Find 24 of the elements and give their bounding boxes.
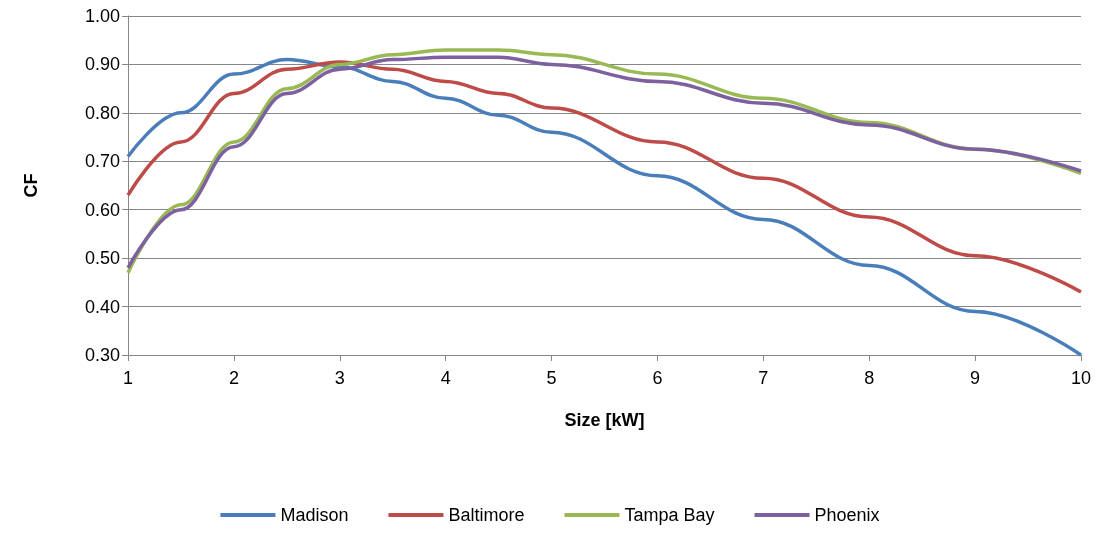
x-tick-label: 4 [440,368,451,388]
x-tick-label: 6 [652,368,663,388]
x-tick-label: 10 [1070,368,1092,388]
x-tick-label: 2 [228,368,239,388]
y-axis-title: CF [21,173,41,198]
x-tick-label: 9 [970,368,981,388]
x-tick-label: 5 [546,368,557,388]
y-tick-label: 0.50 [84,248,120,269]
legend-label: Madison [280,505,349,525]
y-tick-label: 0.90 [84,54,120,75]
legend-label: Phoenix [814,505,880,525]
x-tick-label: 8 [864,368,875,388]
y-tick-label: 0.30 [84,345,120,365]
y-tick-label: 0.70 [84,151,120,172]
legend-label: Tampa Bay [624,505,715,525]
y-tick-label: 1.00 [84,6,120,26]
y-tick-label: 0.80 [84,102,120,123]
x-axis-title: Size [kW] [564,410,645,430]
y-tick-label: 0.60 [84,199,120,220]
x-tick-label: 1 [122,368,134,388]
x-tick-label: 7 [758,368,769,388]
x-tick-label: 3 [334,368,345,388]
y-tick-label: 0.40 [84,296,120,317]
legend-label: Baltimore [448,505,525,525]
